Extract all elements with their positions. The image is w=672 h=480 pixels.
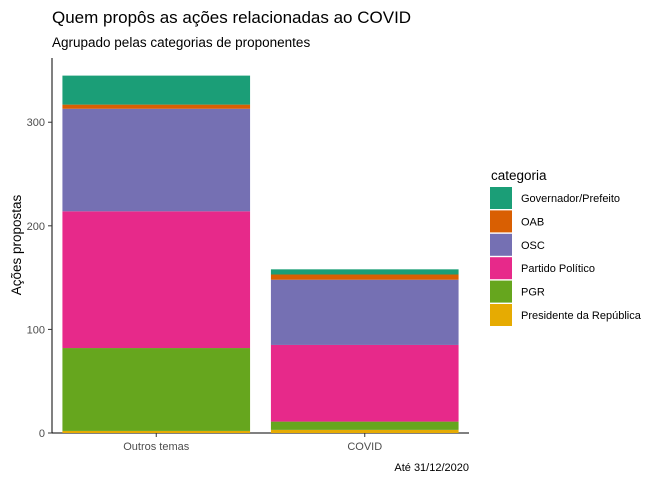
bar-segment	[62, 348, 251, 431]
legend-label: Governador/Prefeito	[521, 193, 620, 205]
plot-area: 0 100 200 300 Outros temas COVID	[27, 58, 469, 453]
legend: categoria Governador/Prefeito OAB OSC Parti…	[490, 168, 642, 326]
legend-swatch	[490, 280, 512, 303]
chart-subtitle: Agrupado pelas categorias de proponentes	[52, 35, 310, 50]
bar-segment	[270, 274, 459, 280]
legend-title: categoria	[491, 168, 547, 183]
chart-caption: Até 31/12/2020	[394, 462, 469, 474]
legend-label: OAB	[521, 216, 544, 228]
y-tick-label: 200	[27, 221, 45, 233]
bar-segment	[62, 430, 251, 433]
bar-segment	[270, 344, 459, 422]
legend-swatch	[490, 187, 512, 209]
x-tick-label: COVID	[347, 441, 382, 453]
legend-swatch	[490, 304, 512, 326]
bar-segment	[62, 211, 251, 349]
legend-label: OSC	[521, 240, 545, 252]
y-tick-label: 0	[39, 428, 45, 440]
chart-title: Quem propôs as ações relacionadas ao COV…	[52, 8, 411, 27]
y-tick-label: 300	[27, 117, 45, 129]
x-tick-label: Outros temas	[123, 441, 190, 453]
bar-segment	[270, 279, 459, 345]
bar-segment	[270, 421, 459, 430]
bar-segment	[62, 108, 251, 212]
bar-segment	[270, 429, 459, 433]
bar-segment	[270, 269, 459, 275]
legend-label: Partido Político	[521, 263, 595, 275]
legend-label: Presidente da República	[521, 310, 642, 322]
legend-swatch	[490, 233, 512, 256]
y-tick-label: 100	[27, 324, 45, 336]
y-axis-title: Ações propostas	[9, 194, 24, 295]
legend-swatch	[490, 210, 512, 233]
legend-swatch	[490, 257, 512, 280]
bar-segment	[62, 75, 251, 105]
legend-label: PGR	[521, 287, 545, 299]
bar-segment	[62, 104, 251, 109]
